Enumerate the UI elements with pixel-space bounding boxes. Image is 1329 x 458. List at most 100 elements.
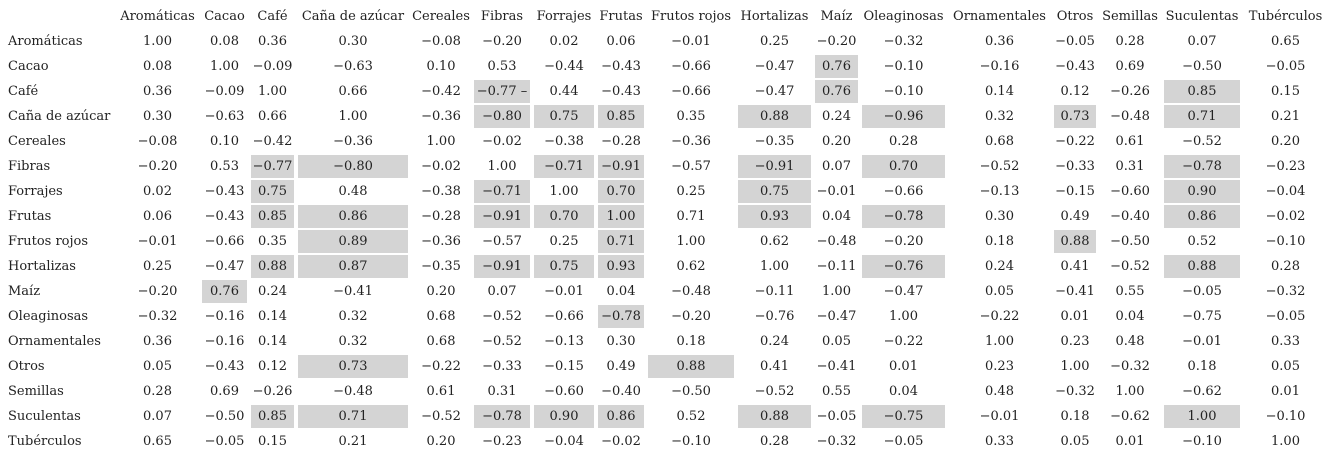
cell: −0.01 (671, 34, 711, 49)
cell: 0.55 (822, 384, 851, 399)
highlighted-cell: 0.88 (1164, 255, 1240, 278)
cell: 1.00 (487, 159, 517, 174)
cell: −0.47 (883, 284, 924, 299)
highlighted-cell: 0.71 (298, 405, 408, 428)
cell: 0.07 (1187, 34, 1217, 49)
cell: 0.05 (1271, 359, 1300, 374)
cell: 1.00 (1271, 434, 1300, 449)
column-header: Frutos rojos (650, 9, 732, 24)
cell: 0.23 (1060, 334, 1090, 349)
column-header: Café (257, 9, 288, 24)
cell: −0.43 (1055, 59, 1095, 74)
cell: −0.41 (1055, 284, 1095, 299)
cell: 1.00 (426, 134, 456, 149)
cell: −0.76 (754, 309, 795, 324)
cell: 0.07 (487, 284, 517, 299)
cell: 0.25 (676, 184, 706, 199)
cell: 0.05 (822, 334, 851, 349)
highlighted-cell: 0.93 (598, 255, 644, 278)
cell: 0.18 (1187, 359, 1217, 374)
cell: −0.36 (333, 134, 373, 149)
cell: −0.40 (601, 384, 641, 399)
highlighted-cell: 0.85 (598, 105, 644, 128)
cell: −0.42 (421, 84, 461, 99)
cell: −0.28 (601, 134, 641, 149)
cell: −0.01 (137, 234, 178, 249)
cell: 0.04 (1115, 309, 1145, 324)
column-header: Frutas (599, 9, 643, 24)
cell: 0.30 (985, 209, 1014, 224)
cell: −0.32 (816, 434, 857, 449)
cell: −0.01 (544, 284, 584, 299)
cell: −0.05 (883, 434, 924, 449)
cell: 0.15 (258, 434, 287, 449)
cell: −0.75 (1182, 309, 1222, 324)
cell: −0.36 (421, 234, 461, 249)
highlighted-cell: 0.76 (815, 55, 858, 78)
cell: −0.04 (1265, 184, 1306, 199)
cell: −0.01 (979, 409, 1020, 424)
cell: −0.22 (1055, 134, 1095, 149)
row-label: Cacao (8, 59, 49, 74)
cell: −0.63 (333, 59, 373, 74)
cell: −0.05 (1265, 59, 1306, 74)
cell: −0.43 (204, 184, 245, 199)
cell: 0.10 (426, 59, 456, 74)
cell: −0.47 (754, 59, 795, 74)
cell: −0.52 (1110, 259, 1150, 274)
highlighted-cell: −0.91 (738, 155, 811, 178)
cell: 0.07 (822, 159, 851, 174)
cell: 0.53 (487, 59, 517, 74)
cell: 0.52 (1187, 234, 1217, 249)
cell: −0.10 (671, 434, 711, 449)
cell: 0.71 (676, 209, 706, 224)
cell: 1.00 (210, 59, 239, 74)
cell: −0.20 (482, 34, 522, 49)
highlighted-cell: 0.93 (738, 205, 811, 228)
highlighted-cell: 1.00 (598, 205, 644, 228)
cell: −0.32 (1265, 284, 1306, 299)
cell: −0.41 (816, 359, 857, 374)
highlighted-cell: 0.85 (251, 405, 294, 428)
cell: −0.47 (816, 309, 857, 324)
cell: −0.43 (204, 209, 245, 224)
highlighted-cell: 0.90 (1164, 180, 1240, 203)
cell: 0.04 (889, 384, 918, 399)
cell: 0.49 (1060, 209, 1090, 224)
cell: −0.38 (544, 134, 584, 149)
highlighted-cell: 0.88 (738, 105, 811, 128)
cell: −0.62 (1110, 409, 1150, 424)
cell: −0.66 (544, 309, 584, 324)
cell: −0.10 (883, 59, 924, 74)
cell: −0.50 (671, 384, 711, 399)
cell: 0.28 (143, 384, 172, 399)
cell: 0.18 (676, 334, 706, 349)
cell: 0.61 (1115, 134, 1145, 149)
cell: −0.23 (482, 434, 522, 449)
cell: −0.62 (1182, 384, 1222, 399)
highlighted-cell: 0.70 (534, 205, 594, 228)
cell: −0.32 (137, 309, 178, 324)
cell: 0.25 (760, 34, 789, 49)
cell: 0.36 (985, 34, 1014, 49)
cell: 0.21 (338, 434, 368, 449)
cell: 0.36 (143, 334, 172, 349)
cell: −0.01 (816, 184, 857, 199)
cell: 0.21 (1271, 109, 1300, 124)
column-header: Semillas (1102, 9, 1158, 24)
cell: 0.30 (338, 34, 368, 49)
cell: 0.55 (1115, 284, 1145, 299)
cell: −0.33 (1055, 159, 1095, 174)
row-label: Suculentas (8, 409, 81, 424)
highlighted-cell: 1.00 (1164, 405, 1240, 428)
cell: 0.23 (985, 359, 1014, 374)
cell: −0.05 (1182, 284, 1222, 299)
row-label: Oleaginosas (8, 309, 89, 324)
row-label: Forrajes (8, 184, 63, 199)
cell: −0.11 (754, 284, 795, 299)
cell: 0.20 (426, 284, 456, 299)
cell: −0.26 (252, 384, 293, 399)
cell: −0.20 (137, 284, 178, 299)
cell: −0.47 (204, 259, 245, 274)
cell: 0.33 (1271, 334, 1300, 349)
